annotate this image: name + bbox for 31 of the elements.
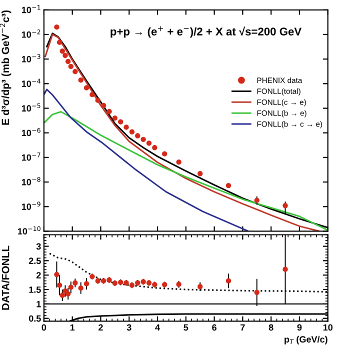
y-tick-label: 10$^{−4}$ <box>22 78 40 87</box>
y-tick-label: 10$^{−6}$ <box>22 128 40 136</box>
x-tick-label: 2 <box>98 324 103 331</box>
y-tick-label: 0.5 <box>28 315 41 322</box>
y-axis-title: DATA/FONLL <box>2 246 10 310</box>
y-tick-label: 10$^{−9}$ <box>22 202 40 210</box>
y-tick-label: 10$^{−3}$ <box>22 54 40 62</box>
x-tick-label: 3 <box>126 324 132 331</box>
y-tick-label: 10$^{−2}$ <box>22 30 40 38</box>
x-tick-label: 4 <box>155 324 160 331</box>
y-tick-label: 10$^{−10}$ <box>18 226 40 235</box>
annotation: p+p → (e$^{+}$ + e$^{−}$)/2 + X at √s=200 GeV <box>110 26 302 38</box>
y-tick-label: 1.5 <box>29 286 41 293</box>
y-axis-title: E d³σ/dp³ (mb GeV$^{−2}$c³) <box>0 10 12 125</box>
x-tick-label: 8 <box>268 324 274 331</box>
x-tick-label: 6 <box>212 324 216 331</box>
x-tick-label: 10 <box>323 324 333 331</box>
y-tick-label: 2 <box>36 272 41 278</box>
y-tick-label: 10$^{−5}$ <box>22 103 40 112</box>
x-axis-title: p$_{T}$ (GeV/c) <box>284 336 328 344</box>
y-tick-label: 10$^{−7}$ <box>22 152 40 161</box>
y-tick-label: 10$^{−8}$ <box>22 177 40 186</box>
x-tick-label: 0 <box>42 324 46 331</box>
x-tick-label: 5 <box>184 324 188 331</box>
x-tick-label: 1 <box>70 324 75 331</box>
y-tick-label: 2.5 <box>28 258 41 264</box>
y-tick-label: 3 <box>36 243 41 250</box>
x-tick-label: 9 <box>297 324 302 331</box>
x-tick-label: 7 <box>240 324 245 331</box>
y-tick-label: 10$^{−1}$ <box>22 5 40 14</box>
y-tick-label: 1 <box>36 300 41 308</box>
